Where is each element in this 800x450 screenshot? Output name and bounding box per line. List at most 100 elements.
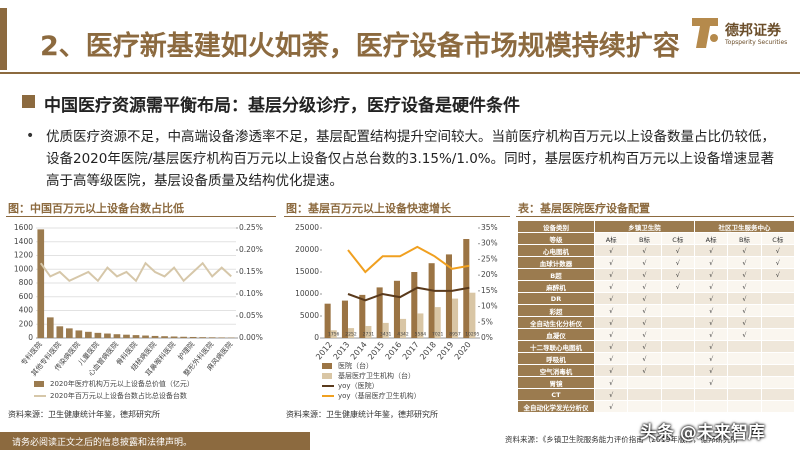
row-label: 胃镜 <box>517 376 595 389</box>
x-tick-label: 2012 <box>314 340 334 361</box>
table-row: 心电图机 √ √ √ √ √ √ <box>517 244 796 257</box>
bar <box>46 317 54 338</box>
rule <box>6 216 276 217</box>
bar <box>75 330 83 338</box>
row-label: 全自动生化分析仪 <box>517 316 595 329</box>
table: 设备类别 乡镇卫生院 社区卫生服务中心 等级 A标 B标 C标 A标 B标 C标 心电图机 √ √ √ √ √… <box>517 220 796 413</box>
check-cell <box>627 388 662 401</box>
y2-tick-label: 0.00% <box>239 333 263 342</box>
level-cell: C标 <box>760 232 796 245</box>
check-cell: √ <box>727 268 762 281</box>
y-tick-label: 1400 <box>14 237 33 246</box>
check-cell <box>727 388 762 401</box>
check-cell <box>693 400 729 413</box>
check-cell: √ <box>693 376 729 389</box>
y-tick-label: 1000 <box>14 264 33 273</box>
bar <box>365 325 372 338</box>
level-cell: A标 <box>593 232 629 245</box>
bar <box>218 337 226 338</box>
legend-label: yoy（基层医疗卫生机构） <box>338 391 421 400</box>
bar <box>445 254 452 338</box>
bullet-dot: • <box>26 128 35 144</box>
y2-tick-label: 0.25% <box>239 223 263 232</box>
check-cell: √ <box>660 244 695 257</box>
check-cell <box>660 328 695 341</box>
check-cell: √ <box>593 388 629 401</box>
bar <box>452 298 459 338</box>
check-cell <box>693 388 729 401</box>
row-label: 呼吸机 <box>517 352 595 365</box>
check-cell <box>760 292 796 305</box>
bar <box>104 333 111 338</box>
brand-en: Topsperity Securities <box>725 39 788 46</box>
bar <box>123 334 130 338</box>
check-cell: √ <box>593 376 629 389</box>
y-tick-label: 25000 <box>295 223 319 232</box>
check-cell: √ <box>627 340 662 353</box>
bar <box>411 272 418 338</box>
bar <box>142 335 149 338</box>
rule <box>516 216 794 217</box>
check-cell: √ <box>593 292 629 305</box>
check-cell: √ <box>693 268 729 281</box>
check-cell: √ <box>727 292 762 305</box>
check-cell: √ <box>660 280 695 293</box>
logo-icon <box>692 18 718 48</box>
check-cell: √ <box>593 280 629 293</box>
check-cell <box>660 292 695 305</box>
y2-tick-label: 20% <box>481 270 498 279</box>
level-cell: A标 <box>693 232 729 245</box>
header-cell: 社区卫生服务中心 <box>693 220 796 233</box>
bar <box>324 303 331 338</box>
row-label: 心电图机 <box>517 244 595 257</box>
check-cell: √ <box>627 328 662 341</box>
y2-tick-label: 0.05% <box>239 311 263 320</box>
y-tick-label: 5000 <box>300 311 319 320</box>
bar <box>417 313 424 338</box>
bar <box>170 336 178 338</box>
y-tick-label: 600 <box>19 292 34 301</box>
y-tick-label: 400 <box>19 306 34 315</box>
check-cell: √ <box>727 328 762 341</box>
check-cell: √ <box>627 292 662 305</box>
legend-label: 基层医疗卫生机构（台） <box>338 371 415 380</box>
row-label: 血球计数器 <box>517 256 595 269</box>
data-label: 7021 <box>432 332 444 338</box>
legend-swatch <box>34 381 44 387</box>
data-label: 3431 <box>380 332 392 338</box>
check-cell: √ <box>593 328 629 341</box>
check-cell: √ <box>627 280 662 293</box>
y-tick-label: 1200 <box>14 251 33 260</box>
bar <box>94 332 102 338</box>
check-cell: √ <box>627 304 662 317</box>
check-cell: √ <box>727 256 762 269</box>
check-cell: √ <box>593 244 629 257</box>
check-cell: √ <box>693 328 729 341</box>
check-cell <box>760 388 796 401</box>
check-cell <box>727 376 762 389</box>
table-row: 全自动化学发光分析仪 √ <box>517 400 796 413</box>
rule <box>284 216 510 217</box>
row-label: 全自动化学发光分析仪 <box>517 400 595 413</box>
legend-swatch <box>322 363 332 369</box>
check-cell <box>660 364 695 377</box>
section-marker <box>22 95 35 108</box>
y2-tick-label: 5% <box>481 317 493 326</box>
y2-tick-label: 35% <box>481 223 498 232</box>
table-row: 十二导联心电图机 √ √ √ <box>517 340 796 353</box>
y-tick-label: 0 <box>28 333 33 342</box>
y-tick-label: 20000 <box>295 245 319 254</box>
bar <box>199 337 206 338</box>
x-tick-label: 2017 <box>401 340 421 361</box>
check-cell: √ <box>693 292 729 305</box>
check-cell: √ <box>693 304 729 317</box>
legend-swatch <box>322 373 332 379</box>
check-cell: √ <box>593 364 629 377</box>
y-tick-label: 200 <box>19 319 34 328</box>
check-cell: √ <box>693 244 729 257</box>
bar <box>66 328 73 338</box>
check-cell: √ <box>693 352 729 365</box>
check-cell: √ <box>660 268 695 281</box>
x-tick-label: 2015 <box>366 340 386 361</box>
level-cell: 等级 <box>517 232 595 245</box>
